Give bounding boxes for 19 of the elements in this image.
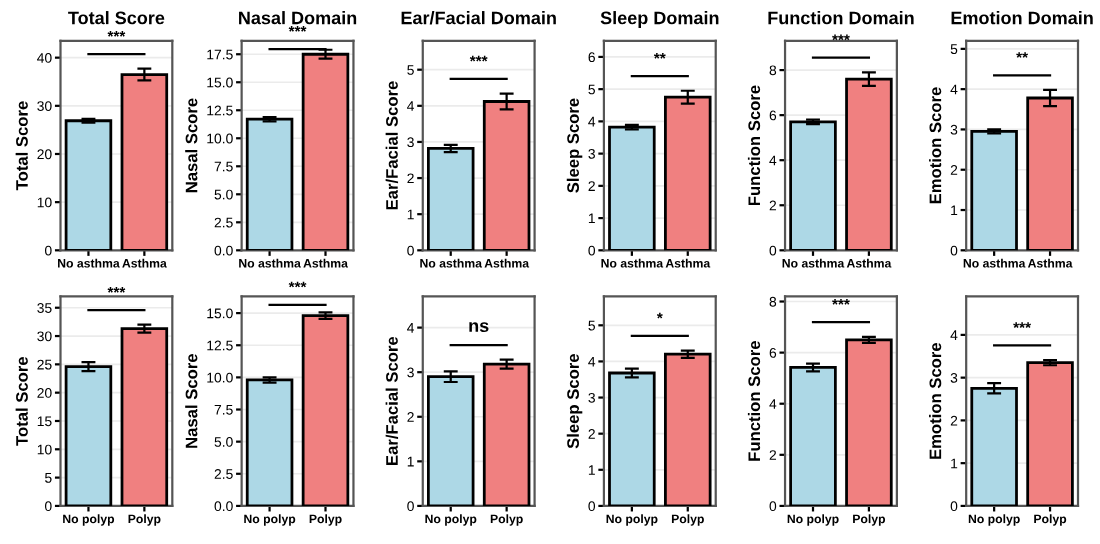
y-axis-title: Total Score (15, 356, 28, 446)
chart-title: Nasal Domain (239, 11, 357, 25)
y-axis-title: Total Score (15, 101, 28, 191)
y-axis-title: Function Score (747, 85, 761, 206)
y-axis-title: Nasal Score (185, 98, 198, 193)
chart-title: Sleep Domain (600, 11, 719, 28)
chart-title: Ear/Facial Domain (401, 11, 556, 25)
y-axis-title: Sleep Score (566, 98, 583, 193)
y-axis-title: Nasal Score (185, 354, 198, 448)
chart-title: Emotion Domain (951, 11, 1093, 25)
y-axis-title: Emotion Score (929, 342, 942, 459)
chart-title: Total Score (68, 11, 165, 25)
y-axis-title: Function Score (747, 341, 761, 461)
chart-title: Function Domain (768, 11, 914, 25)
y-axis-title: Ear/Facial Score (385, 336, 399, 465)
annotation: ns (469, 322, 489, 333)
y-axis-title: Sleep Score (566, 354, 583, 449)
y-axis-title: Emotion Score (929, 87, 942, 204)
y-axis-title: Ear/Facial Score (385, 81, 399, 210)
